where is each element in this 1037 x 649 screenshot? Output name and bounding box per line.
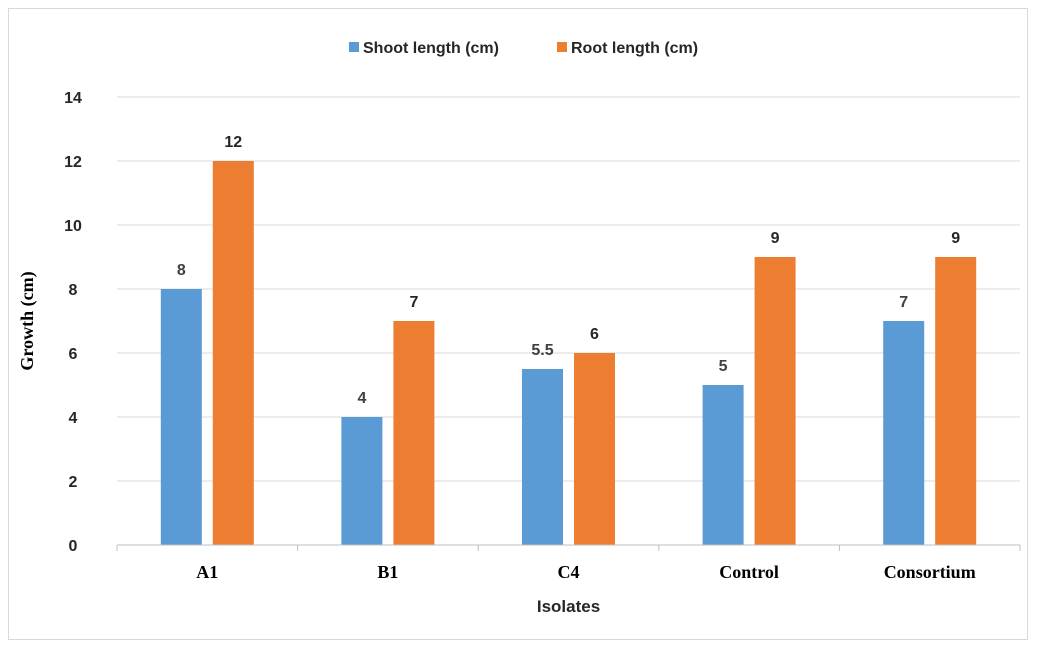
legend-swatch-root bbox=[557, 42, 567, 52]
data-label: 8 bbox=[177, 262, 186, 279]
legend-label-root: Root length (cm) bbox=[571, 40, 698, 57]
data-label: 4 bbox=[357, 390, 366, 407]
y-tick-label: 2 bbox=[69, 474, 78, 491]
data-label: 12 bbox=[224, 134, 242, 151]
legend-label-shoot: Shoot length (cm) bbox=[363, 40, 499, 57]
bar-root-length bbox=[935, 257, 976, 545]
bar-root-length bbox=[393, 321, 434, 545]
y-tick-label: 8 bbox=[69, 282, 78, 299]
data-label: 6 bbox=[590, 326, 599, 343]
data-label: 5.5 bbox=[531, 342, 553, 359]
x-tick-label: Control bbox=[719, 562, 779, 582]
y-tick-label: 14 bbox=[64, 90, 82, 107]
y-axis-ticks: 0 2 4 6 8 10 12 14 bbox=[64, 90, 82, 555]
x-tick-label: A1 bbox=[196, 562, 218, 582]
x-axis-title: Isolates bbox=[537, 597, 600, 616]
data-label: 5 bbox=[719, 358, 728, 375]
legend-swatch-shoot bbox=[349, 42, 359, 52]
x-axis: A1 B1 C4 Control Consortium bbox=[117, 545, 1020, 582]
y-tick-label: 10 bbox=[64, 218, 82, 235]
data-label: 7 bbox=[409, 294, 418, 311]
data-label: 7 bbox=[899, 294, 908, 311]
bar-root-length bbox=[755, 257, 796, 545]
x-tick-label: C4 bbox=[558, 562, 580, 582]
bar-shoot-length bbox=[341, 417, 382, 545]
data-labels: 8 12 4 7 5.5 6 5 9 7 9 bbox=[177, 134, 960, 407]
bar-shoot-length bbox=[161, 289, 202, 545]
data-label: 9 bbox=[771, 230, 780, 247]
bar-shoot-length bbox=[522, 369, 563, 545]
bar-shoot-length bbox=[703, 385, 744, 545]
x-tick-label: B1 bbox=[377, 562, 398, 582]
legend: Shoot length (cm) Root length (cm) bbox=[349, 40, 698, 57]
bar-root-length bbox=[574, 353, 615, 545]
x-tick-label: Consortium bbox=[884, 562, 976, 582]
y-axis-title: Growth (cm) bbox=[17, 271, 38, 370]
bar-shoot-length bbox=[883, 321, 924, 545]
y-tick-label: 12 bbox=[64, 154, 82, 171]
y-tick-label: 4 bbox=[69, 410, 78, 427]
y-tick-label: 6 bbox=[69, 346, 78, 363]
data-label: 9 bbox=[951, 230, 960, 247]
y-tick-label: 0 bbox=[69, 538, 78, 555]
bar-root-length bbox=[213, 161, 254, 545]
